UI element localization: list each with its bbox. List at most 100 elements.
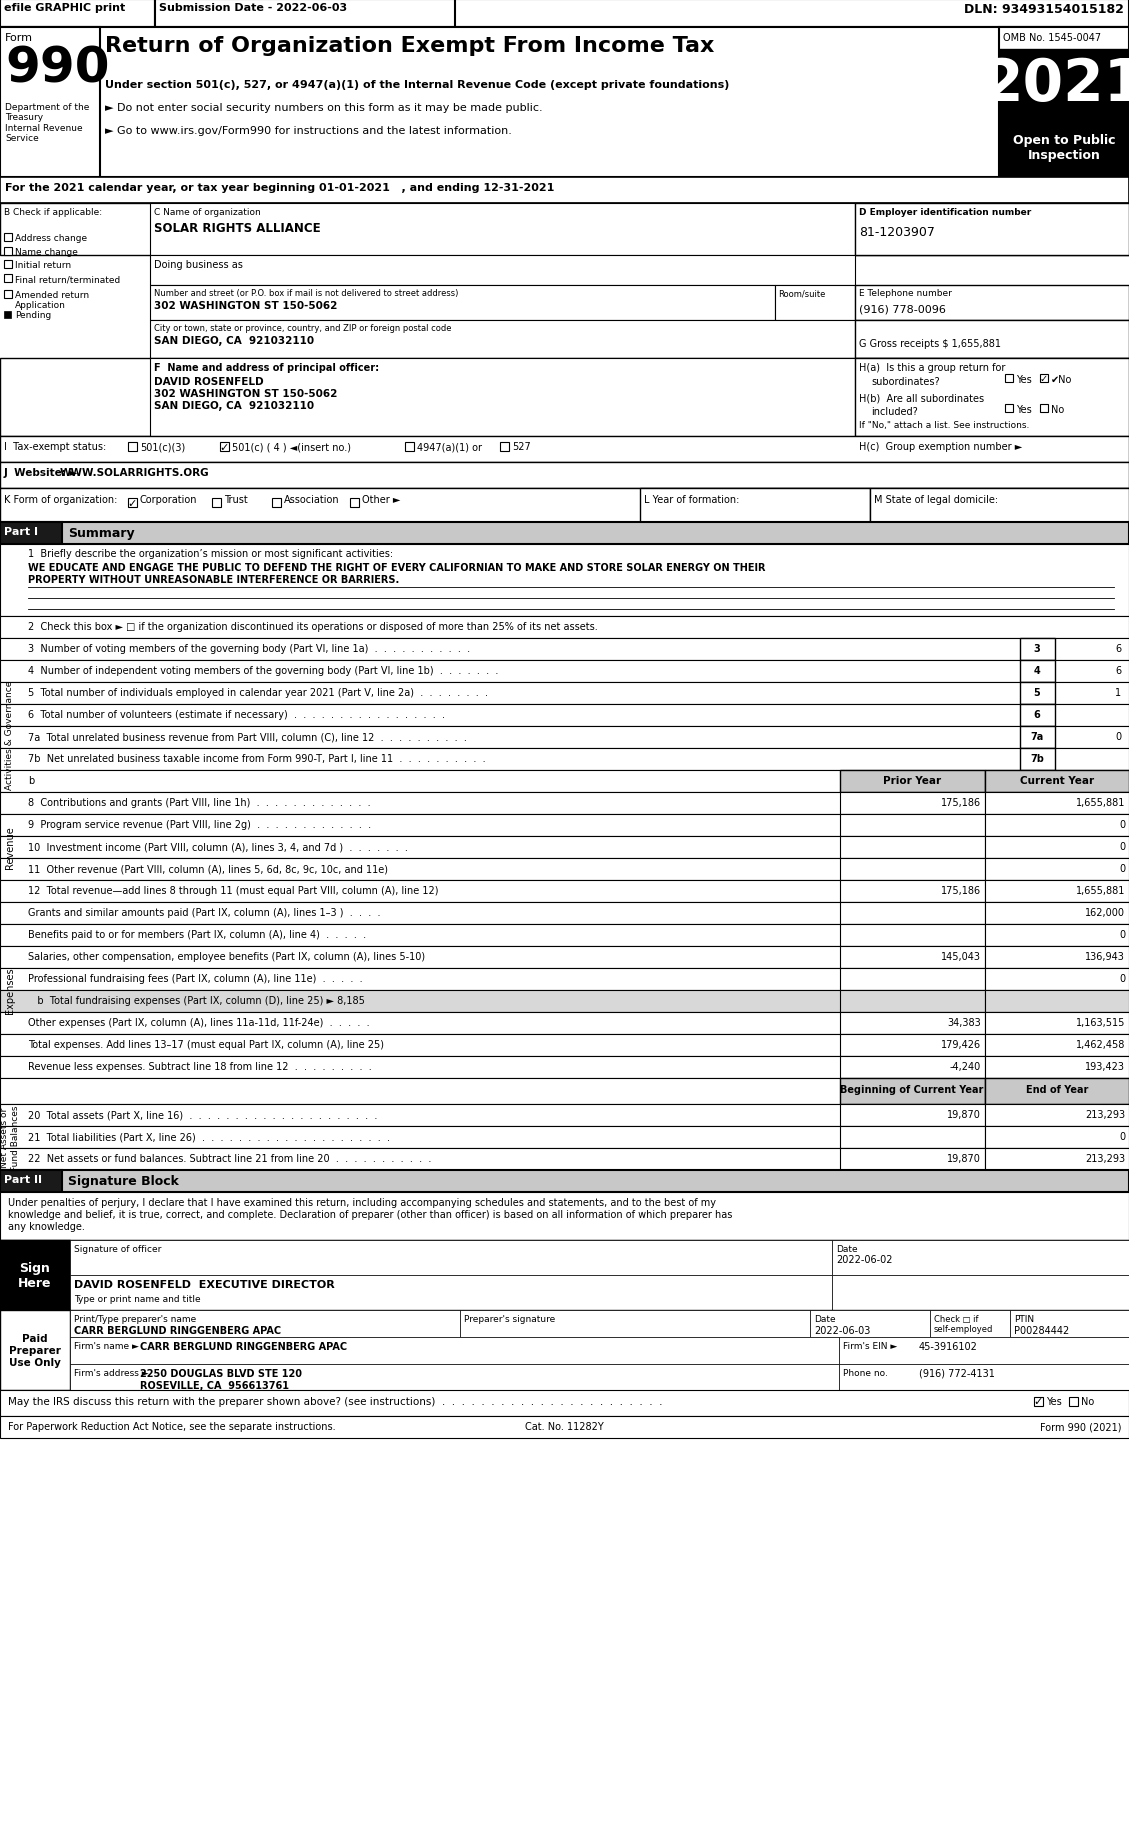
Text: Salaries, other compensation, employee benefits (Part IX, column (A), lines 5-10: Salaries, other compensation, employee b… xyxy=(28,952,426,961)
Text: D Employer identification number: D Employer identification number xyxy=(859,209,1031,218)
Text: Yes: Yes xyxy=(1045,1396,1061,1405)
Bar xyxy=(0,858,1129,880)
Text: 2250 DOUGLAS BLVD STE 120: 2250 DOUGLAS BLVD STE 120 xyxy=(140,1369,301,1378)
Text: b  Total fundraising expenses (Part IX, column (D), line 25) ► 8,185: b Total fundraising expenses (Part IX, c… xyxy=(28,996,365,1005)
Text: Under section 501(c), 527, or 4947(a)(1) of the Internal Revenue Code (except pr: Under section 501(c), 527, or 4947(a)(1)… xyxy=(105,81,729,90)
Text: Doing business as: Doing business as xyxy=(154,260,243,269)
Text: 0: 0 xyxy=(1114,732,1121,741)
Text: Summary: Summary xyxy=(68,527,134,540)
Bar xyxy=(999,130,1129,178)
Text: 0: 0 xyxy=(1119,864,1124,873)
Text: Current Year: Current Year xyxy=(1019,776,1094,785)
Bar xyxy=(840,880,984,902)
Bar xyxy=(0,0,155,27)
Text: 7a  Total unrelated business revenue from Part VIII, column (C), line 12  .  .  : 7a Total unrelated business revenue from… xyxy=(28,732,467,741)
Text: Firm's name ►: Firm's name ► xyxy=(75,1341,139,1351)
Text: 20  Total assets (Part X, line 16)  .  .  .  .  .  .  .  .  .  .  .  .  .  .  . : 20 Total assets (Part X, line 16) . . . … xyxy=(28,1109,377,1120)
Text: included?: included? xyxy=(870,406,918,417)
Bar xyxy=(1019,661,1054,683)
Bar xyxy=(1034,1398,1043,1405)
Text: 34,383: 34,383 xyxy=(947,1017,981,1027)
Bar xyxy=(840,858,984,880)
Text: Open to Public
Inspection: Open to Public Inspection xyxy=(1013,134,1115,161)
Text: 4  Number of independent voting members of the governing body (Part VI, line 1b): 4 Number of independent voting members o… xyxy=(28,666,498,675)
Bar xyxy=(855,320,1129,359)
Bar xyxy=(870,489,1129,523)
Text: 1,462,458: 1,462,458 xyxy=(1076,1039,1124,1049)
Text: F  Name and address of principal officer:: F Name and address of principal officer: xyxy=(154,362,379,373)
Text: knowledge and belief, it is true, correct, and complete. Declaration of preparer: knowledge and belief, it is true, correc… xyxy=(8,1210,733,1219)
Bar xyxy=(0,1193,1129,1241)
Bar xyxy=(855,203,1129,256)
Bar xyxy=(70,1338,839,1363)
Text: b: b xyxy=(28,776,34,785)
Bar xyxy=(840,968,984,990)
Bar xyxy=(405,443,414,452)
Text: 11  Other revenue (Part VIII, column (A), lines 5, 6d, 8c, 9c, 10c, and 11e): 11 Other revenue (Part VIII, column (A),… xyxy=(28,864,388,873)
Text: Signature Block: Signature Block xyxy=(68,1175,178,1188)
Text: 1,655,881: 1,655,881 xyxy=(1076,886,1124,895)
Bar xyxy=(5,291,12,298)
Bar xyxy=(809,1310,930,1338)
Bar xyxy=(984,990,1129,1012)
Text: Date: Date xyxy=(835,1244,858,1254)
Text: 3: 3 xyxy=(1034,644,1041,653)
Text: Paid
Preparer
Use Only: Paid Preparer Use Only xyxy=(9,1334,61,1367)
Bar xyxy=(0,990,1129,1012)
Text: L Year of formation:: L Year of formation: xyxy=(644,494,739,505)
Text: CARR BERGLUND RINGGENBERG APAC: CARR BERGLUND RINGGENBERG APAC xyxy=(75,1325,281,1336)
Text: Check □ if
self-employed: Check □ if self-employed xyxy=(934,1314,994,1334)
Text: City or town, state or province, country, and ZIP or foreign postal code: City or town, state or province, country… xyxy=(154,324,452,333)
Text: Other ►: Other ► xyxy=(362,494,401,505)
Text: 21  Total liabilities (Part X, line 26)  .  .  .  .  .  .  .  .  .  .  .  .  .  : 21 Total liabilities (Part X, line 26) .… xyxy=(28,1131,390,1142)
Bar xyxy=(460,1310,809,1338)
Bar xyxy=(0,489,1129,523)
Bar xyxy=(839,1338,1129,1363)
Text: 7a: 7a xyxy=(1031,732,1043,741)
Bar xyxy=(5,234,12,242)
Bar xyxy=(0,1127,1129,1149)
Text: Signature of officer: Signature of officer xyxy=(75,1244,161,1254)
Text: Association: Association xyxy=(285,494,340,505)
Text: WE EDUCATE AND ENGAGE THE PUBLIC TO DEFEND THE RIGHT OF EVERY CALIFORNIAN TO MAK: WE EDUCATE AND ENGAGE THE PUBLIC TO DEFE… xyxy=(28,562,765,573)
Text: Initial return: Initial return xyxy=(15,262,71,269)
Text: Prior Year: Prior Year xyxy=(883,776,942,785)
Bar xyxy=(150,320,855,359)
Bar xyxy=(1010,1310,1129,1338)
Text: ► Do not enter social security numbers on this form as it may be made public.: ► Do not enter social security numbers o… xyxy=(105,102,543,113)
Text: 175,186: 175,186 xyxy=(940,798,981,807)
Text: H(b)  Are all subordinates: H(b) Are all subordinates xyxy=(859,393,984,403)
Bar xyxy=(855,285,1129,320)
Text: SAN DIEGO, CA  921032110: SAN DIEGO, CA 921032110 xyxy=(154,401,314,410)
Text: WWW.SOLARRIGHTS.ORG: WWW.SOLARRIGHTS.ORG xyxy=(60,468,210,478)
Text: 8  Contributions and grants (Part VIII, line 1h)  .  .  .  .  .  .  .  .  .  .  : 8 Contributions and grants (Part VIII, l… xyxy=(28,798,370,807)
Text: 45-3916102: 45-3916102 xyxy=(919,1341,978,1351)
Bar xyxy=(0,359,1129,437)
Text: 19,870: 19,870 xyxy=(947,1153,981,1164)
Bar xyxy=(0,0,1129,27)
Text: 501(c)(3): 501(c)(3) xyxy=(140,441,185,452)
Text: 175,186: 175,186 xyxy=(940,886,981,895)
Text: 2022-06-02: 2022-06-02 xyxy=(835,1254,893,1265)
Bar xyxy=(984,1078,1129,1103)
Bar xyxy=(220,443,229,452)
Bar xyxy=(855,359,1129,437)
Bar xyxy=(0,968,1129,990)
Text: Firm's EIN ►: Firm's EIN ► xyxy=(843,1341,898,1351)
Text: 22  Net assets or fund balances. Subtract line 21 from line 20  .  .  .  .  .  .: 22 Net assets or fund balances. Subtract… xyxy=(28,1153,431,1164)
Bar xyxy=(840,792,984,814)
Text: K Form of organization:: K Form of organization: xyxy=(5,494,117,505)
Bar xyxy=(0,661,1129,683)
Text: ROSEVILLE, CA  956613761: ROSEVILLE, CA 956613761 xyxy=(140,1380,289,1391)
Text: (916) 772-4131: (916) 772-4131 xyxy=(919,1369,995,1378)
Bar xyxy=(1019,727,1054,748)
Text: PROPERTY WITHOUT UNREASONABLE INTERFERENCE OR BARRIERS.: PROPERTY WITHOUT UNREASONABLE INTERFEREN… xyxy=(28,575,400,584)
Bar xyxy=(832,1276,1129,1310)
Bar xyxy=(0,902,1129,924)
Bar xyxy=(840,1127,984,1149)
Bar xyxy=(984,792,1129,814)
Text: ✔No: ✔No xyxy=(1051,375,1073,384)
Bar xyxy=(0,1149,1129,1171)
Text: Under penalties of perjury, I declare that I have examined this return, includin: Under penalties of perjury, I declare th… xyxy=(8,1197,716,1208)
Text: Type or print name and title: Type or print name and title xyxy=(75,1294,201,1303)
